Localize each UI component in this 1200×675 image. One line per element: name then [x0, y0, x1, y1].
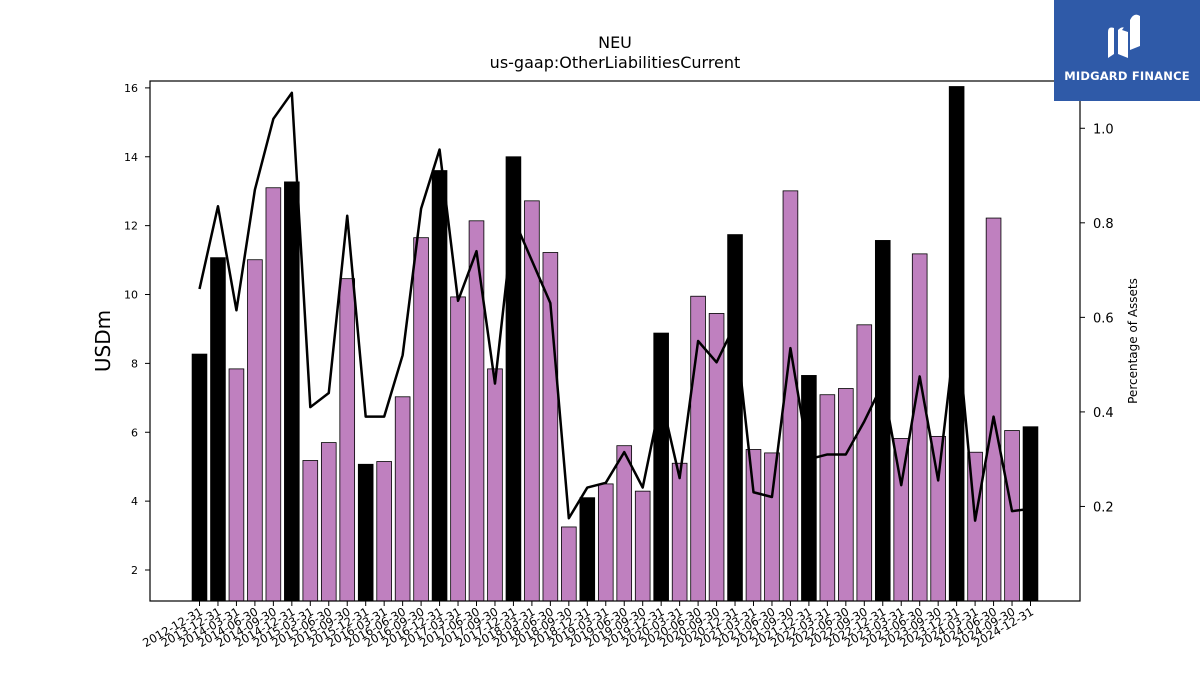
bar-2023-09-30	[930, 435, 946, 602]
bar-2015-06-30	[320, 442, 337, 602]
y2-tick-label: 0.6	[1093, 311, 1114, 326]
y-tick-label: 8	[131, 357, 138, 370]
y2-tick-label: 0.2	[1093, 500, 1114, 515]
bar-2013-12-31	[210, 257, 226, 602]
y2-tick-label: 0.4	[1093, 406, 1114, 421]
bar-2017-03-31	[450, 296, 466, 602]
bar-2015-09-30	[339, 278, 356, 602]
y-tick-label: 14	[124, 151, 138, 164]
bar-2021-06-30	[764, 452, 780, 602]
bar-2019-06-30	[616, 445, 633, 602]
bar-2022-12-31	[874, 240, 891, 602]
brand-logo: MIDGARD FINANCE	[1054, 0, 1200, 101]
bar-2018-12-31	[579, 497, 596, 602]
bar-2012-12-31	[191, 353, 208, 602]
percentage-of-assets-line	[198, 91, 1031, 522]
bar-2014-12-31	[284, 181, 300, 602]
bar-2022-06-30	[838, 388, 854, 602]
y-axis-label: USDm	[91, 310, 115, 372]
bar-2022-09-30	[856, 324, 873, 602]
bar-2016-06-30	[394, 396, 411, 602]
y2-axis-label: Percentage of Assets	[1126, 278, 1140, 404]
bar-2016-09-30	[413, 237, 429, 602]
bar-2017-09-30	[487, 368, 503, 602]
bar-2020-03-31	[671, 462, 688, 602]
plot-frame	[149, 80, 1081, 602]
bar-2020-12-31	[727, 234, 743, 602]
y-tick-label: 16	[124, 82, 138, 95]
bar-2019-12-31	[653, 332, 669, 602]
bar-2024-12-31	[1022, 426, 1039, 602]
line-group	[198, 91, 1031, 522]
bars-group	[191, 86, 1039, 602]
y2-tick-label: 1.0	[1093, 122, 1114, 137]
bar-2024-06-30	[985, 217, 1002, 602]
y2-tick-label: 0.8	[1093, 217, 1114, 232]
bar-2016-12-31	[431, 170, 448, 602]
bar-2021-03-31	[745, 449, 762, 602]
brand-name: MIDGARD FINANCE	[1064, 69, 1190, 83]
bar-2015-12-31	[357, 463, 374, 602]
chart-subtitle: us-gaap:OtherLiabilitiesCurrent	[490, 53, 741, 72]
bar-2017-06-30	[468, 220, 485, 602]
bar-2014-09-30	[265, 187, 282, 602]
chart-title: NEU	[598, 33, 632, 52]
bar-2015-03-31	[302, 460, 319, 602]
bar-2023-06-30	[911, 253, 928, 602]
bar-2023-12-31	[948, 86, 965, 602]
bar-2018-09-30	[561, 526, 577, 602]
axes-group: 2468101214160.20.40.60.81.02012-12-31201…	[124, 82, 1114, 650]
brand-mark-icon	[1108, 14, 1140, 58]
y-tick-label: 2	[131, 564, 138, 577]
bar-2014-06-30	[247, 259, 263, 602]
bar-2022-03-31	[819, 394, 836, 602]
bar-2019-03-31	[597, 483, 614, 602]
y-tick-label: 6	[131, 426, 138, 439]
y-tick-label: 12	[124, 220, 138, 233]
bar-2019-09-30	[634, 490, 651, 602]
bar-2016-03-31	[376, 461, 392, 602]
bar-2021-12-31	[801, 375, 817, 602]
y-tick-label: 10	[124, 289, 138, 302]
bar-2014-03-31	[228, 368, 245, 602]
y-tick-label: 4	[131, 495, 138, 508]
bar-2024-09-30	[1004, 430, 1020, 602]
